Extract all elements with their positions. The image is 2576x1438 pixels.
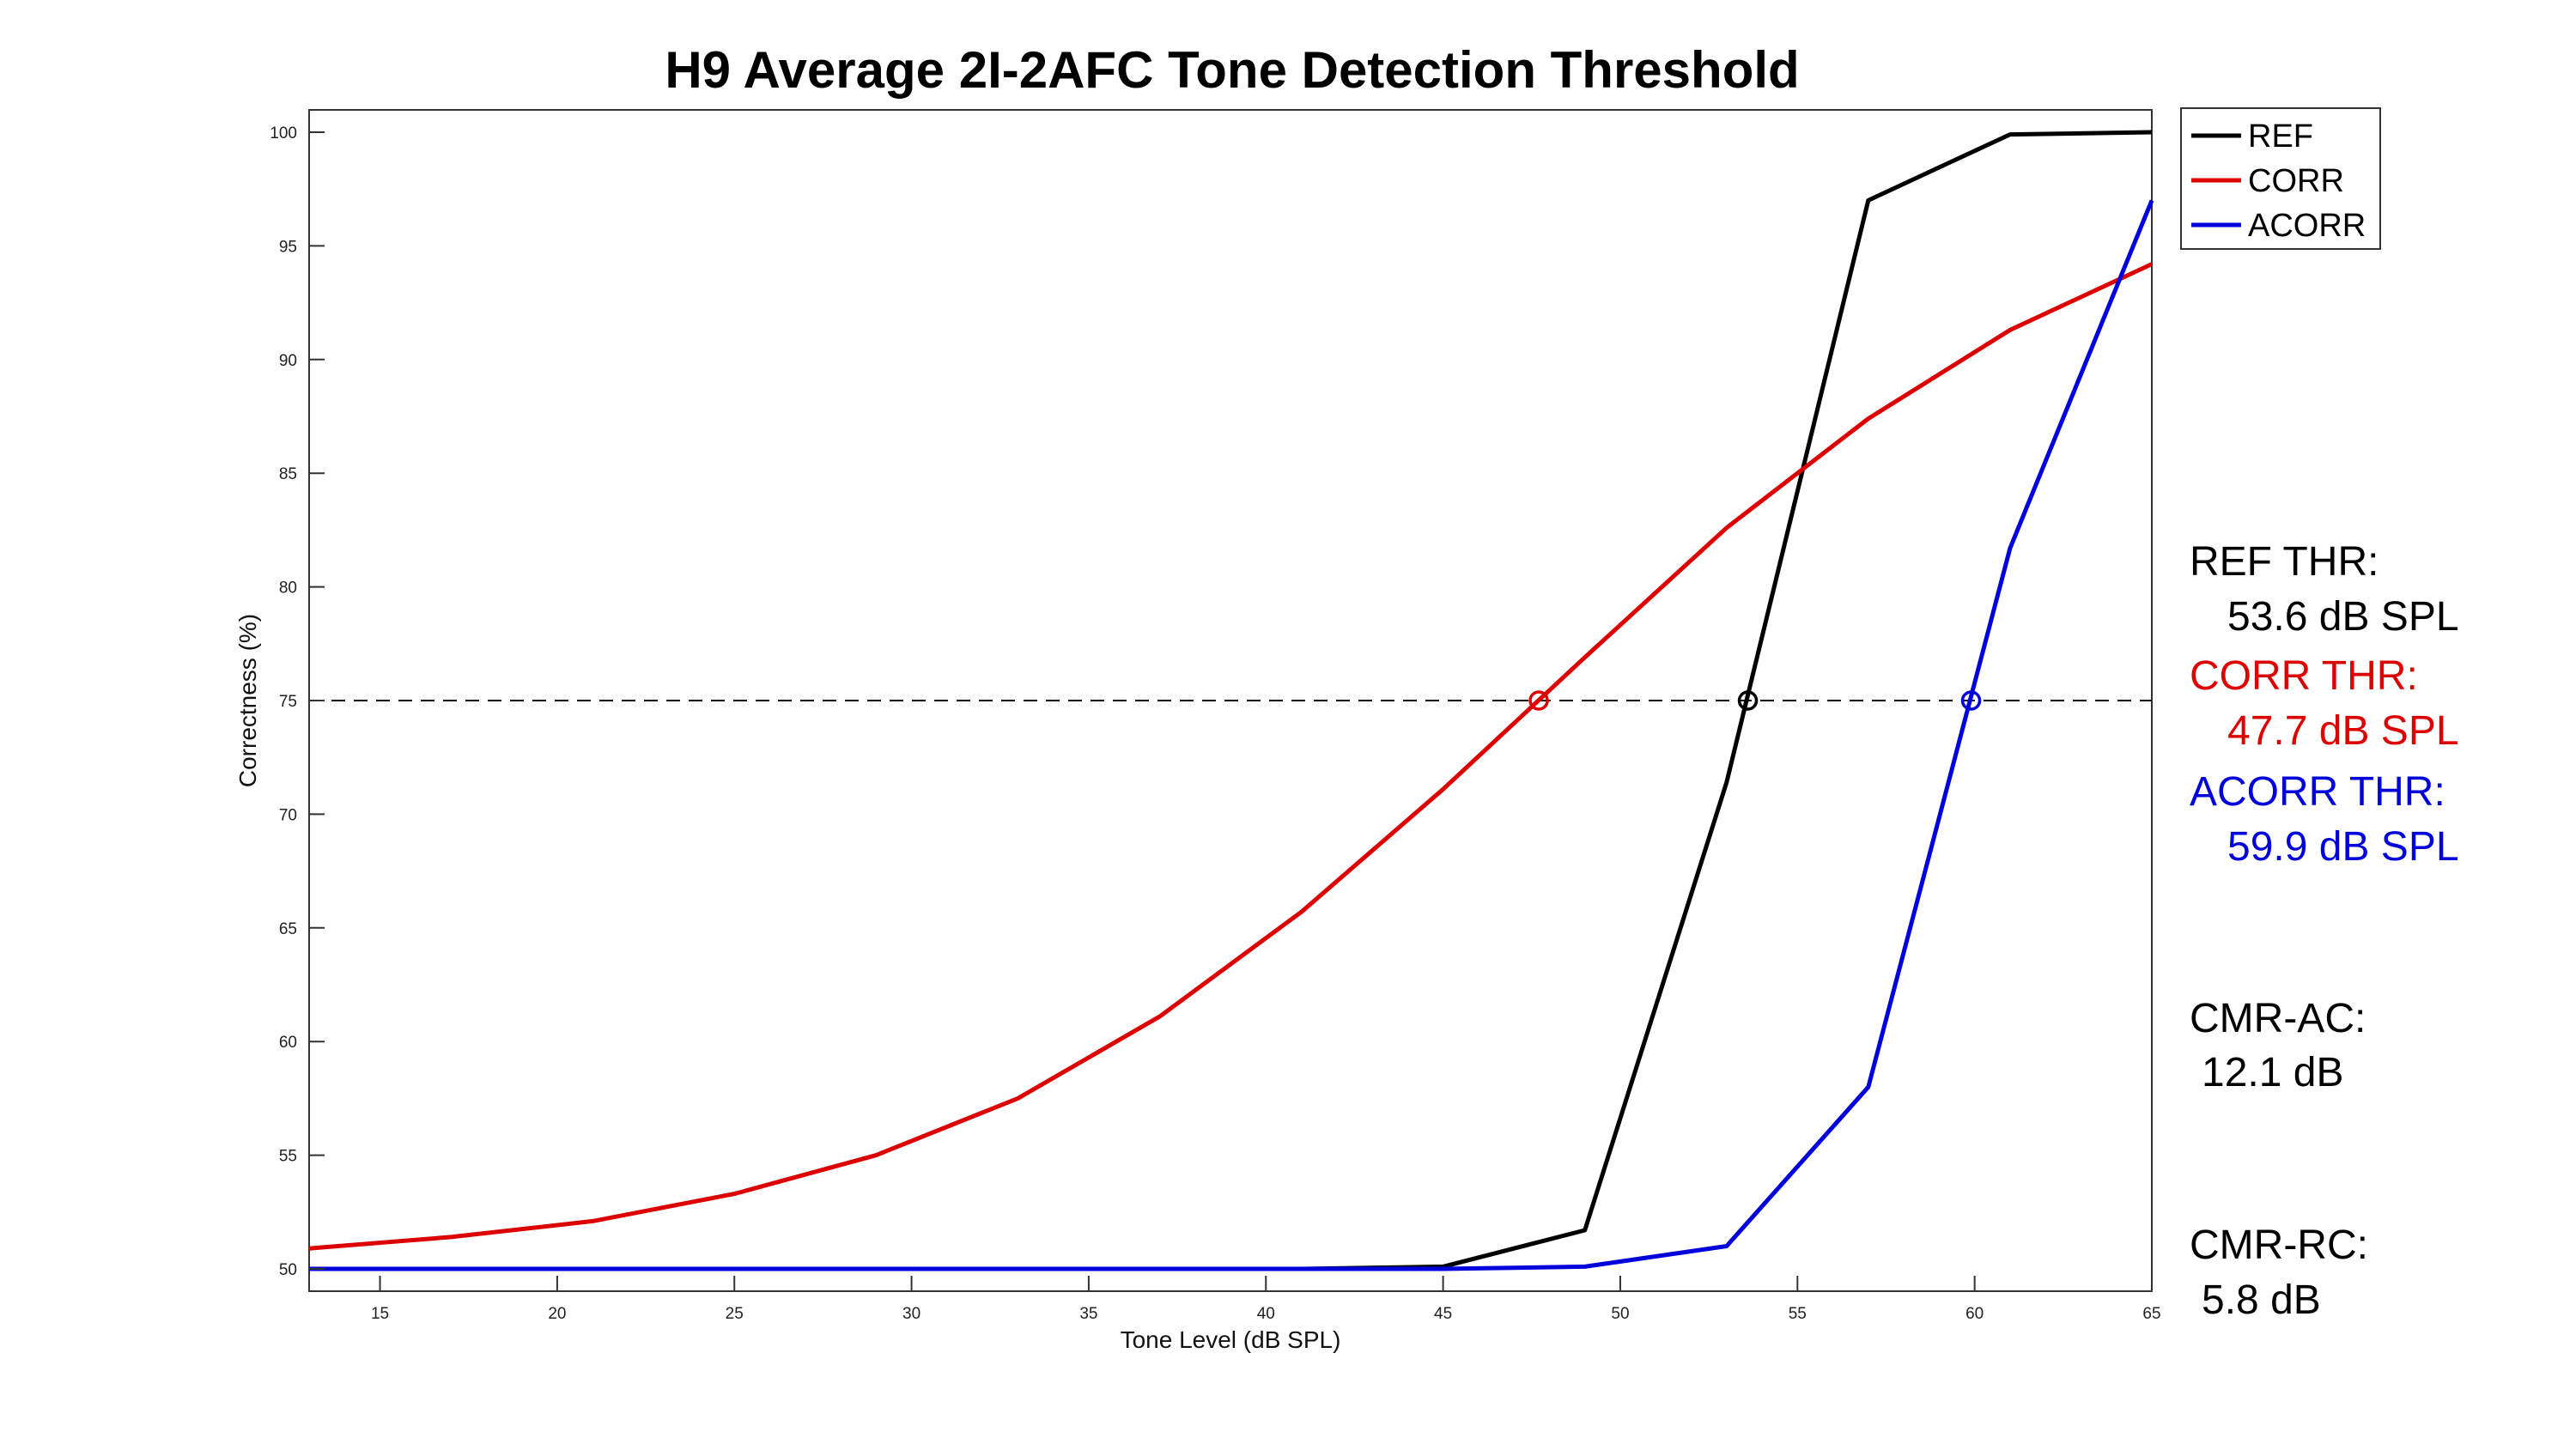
- cmr-rc-value: 5.8 dB: [2202, 1277, 2321, 1323]
- x-tick-label: 65: [2142, 1305, 2160, 1323]
- ref-thr-value: 53.6 dB SPL: [2227, 594, 2459, 640]
- y-tick-label: 85: [279, 465, 297, 483]
- series-group: [308, 130, 2154, 1271]
- y-tick-label: 80: [279, 579, 297, 598]
- y-tick-label: 100: [270, 124, 297, 143]
- cmr-ac-value: 12.1 dB: [2202, 1050, 2343, 1095]
- legend-label-ref: REF: [2248, 118, 2313, 155]
- cmr-rc-label: CMR-RC:: [2190, 1223, 2368, 1268]
- series-line-corr: [308, 262, 2154, 1251]
- corr-thr-value: 47.7 dB SPL: [2227, 708, 2459, 754]
- threshold-annotations: REF THR: 53.6 dB SPL CORR THR: 47.7 dB S…: [2190, 539, 2459, 1323]
- acorr-thr-value: 59.9 dB SPL: [2227, 824, 2459, 870]
- threshold-marker-ref: [1737, 690, 1759, 711]
- y-tick-label: 50: [279, 1261, 297, 1279]
- legend-label-corr: CORR: [2248, 163, 2344, 199]
- ref-thr-label: REF THR:: [2190, 539, 2379, 585]
- threshold-markers-group: [1528, 690, 1982, 711]
- x-tick-label: 60: [1965, 1305, 1984, 1323]
- y-tick-label: 75: [279, 693, 297, 711]
- x-tick-label: 45: [1434, 1305, 1452, 1323]
- y-axis-label: Correctness (%): [234, 614, 261, 787]
- y-tick-label: 65: [279, 920, 297, 938]
- x-tick-label: 20: [548, 1305, 566, 1323]
- cmr-ac-label: CMR-AC:: [2190, 996, 2366, 1041]
- series-line-acorr: [309, 199, 2154, 1271]
- y-tick-label: 60: [279, 1034, 297, 1052]
- corr-thr-label: CORR THR:: [2190, 653, 2418, 699]
- x-tick-label: 50: [1611, 1305, 1629, 1323]
- y-tick-label: 95: [279, 238, 297, 256]
- threshold-marker-acorr: [1960, 690, 1982, 711]
- x-tick-label: 35: [1079, 1305, 1097, 1323]
- x-tick-label: 25: [726, 1305, 744, 1323]
- legend: REF CORR ACORR: [2180, 107, 2381, 250]
- legend-label-acorr: ACORR: [2248, 208, 2366, 244]
- x-tick-label: 15: [371, 1305, 389, 1323]
- x-tick-label: 40: [1257, 1305, 1275, 1323]
- acorr-thr-label: ACORR THR:: [2190, 769, 2445, 815]
- x-axis-label: Tone Level (dB SPL): [1121, 1326, 1341, 1353]
- chart-title: H9 Average 2I-2AFC Tone Detection Thresh…: [665, 41, 1799, 99]
- y-tick-label: 70: [279, 806, 297, 824]
- x-tick-label: 30: [902, 1305, 920, 1323]
- y-tick-label: 55: [279, 1148, 297, 1166]
- y-tick-label: 90: [279, 352, 297, 370]
- ticks-group: 15 20 25 30 35 40 45 50 55 60 65 50 55 60 65 70 75 80 85 90…: [270, 124, 2160, 1323]
- x-tick-label: 55: [1789, 1305, 1807, 1323]
- threshold-marker-corr: [1528, 690, 1549, 711]
